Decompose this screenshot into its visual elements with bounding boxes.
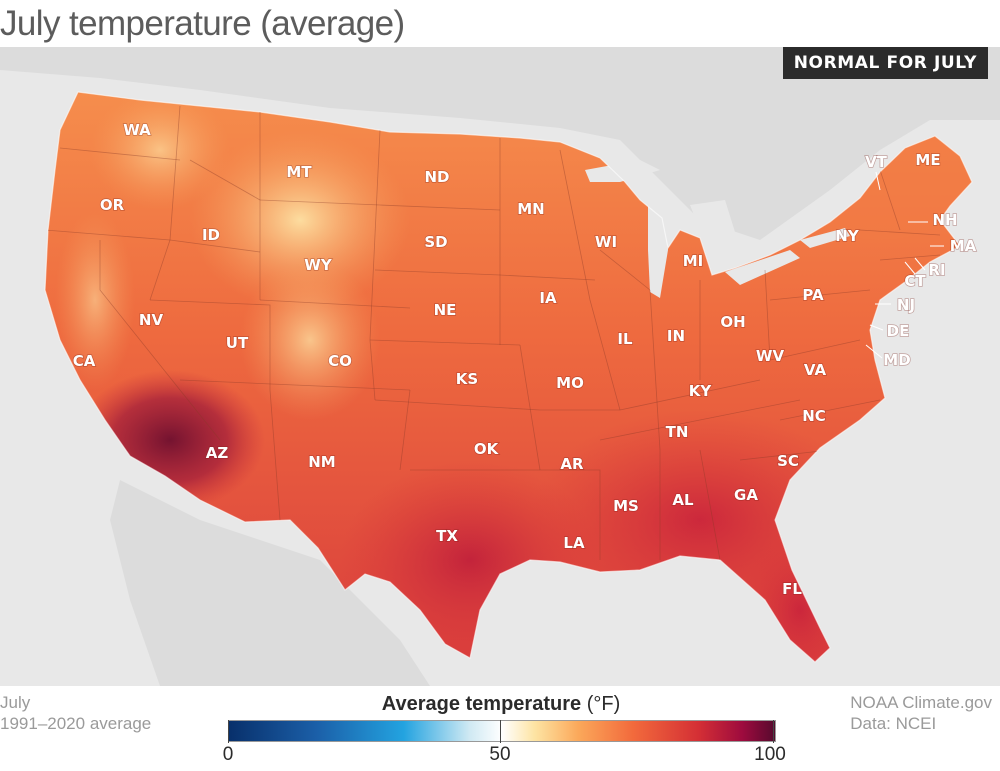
legend-title: Average temperature (°F) <box>228 692 774 716</box>
state-borders <box>45 105 941 561</box>
source-org: NOAA Climate.gov <box>850 693 992 712</box>
state-labels: WA OR CA ID NV MT WY UT AZ CO NM ND SD N… <box>72 120 977 599</box>
state-label: WA <box>123 121 151 139</box>
state-label: WI <box>595 233 617 251</box>
legend-tick-label: 50 <box>489 744 511 765</box>
state-label: NC <box>802 407 826 425</box>
lake-ontario <box>800 228 850 248</box>
state-label: NY <box>835 227 860 245</box>
state-label: VT <box>865 153 888 171</box>
legend-tick-label: 0 <box>222 744 234 765</box>
state-label: CA <box>73 352 96 370</box>
state-label: RI <box>928 261 945 279</box>
period-range: 1991–2020 average <box>0 714 152 733</box>
state-label: ME <box>915 151 940 169</box>
state-label: SD <box>424 233 447 251</box>
state-label: IN <box>667 327 685 345</box>
state-label: KS <box>456 370 478 388</box>
legend-tick <box>773 720 774 743</box>
state-label: NJ <box>897 296 915 314</box>
state-label: AZ <box>206 444 229 462</box>
state-label: MD <box>883 351 910 369</box>
state-label: MN <box>517 200 544 218</box>
state-label: MO <box>556 374 584 392</box>
state-label: TX <box>436 527 458 545</box>
state-label: LA <box>563 534 585 552</box>
state-label: NM <box>308 453 335 471</box>
state-label: OR <box>100 196 125 214</box>
state-label: NV <box>139 311 164 329</box>
legend-unit: (°F) <box>586 693 621 715</box>
state-label: WY <box>304 256 333 274</box>
source-data: Data: NCEI <box>850 714 937 733</box>
us-temperature-map: WA OR CA ID NV MT WY UT AZ CO NM ND SD N… <box>0 47 1000 686</box>
state-label: NH <box>932 211 957 229</box>
legend-title-text: Average temperature <box>381 693 582 715</box>
state-label: AR <box>560 455 584 473</box>
state-label: UT <box>226 334 249 352</box>
legend-tick-label: 100 <box>754 744 786 765</box>
state-label: MA <box>950 237 977 255</box>
legend-color-bar <box>228 720 776 742</box>
legend-tick <box>228 720 229 743</box>
state-label: PA <box>802 286 824 304</box>
state-label: MI <box>683 252 704 270</box>
source-credit: NOAA Climate.gov Data: NCEI <box>850 692 992 734</box>
state-label: FL <box>782 580 802 598</box>
state-label: GA <box>734 486 758 504</box>
period-note: July 1991–2020 average <box>0 692 151 734</box>
state-label: IL <box>617 330 633 348</box>
period-month: July <box>0 693 31 712</box>
state-label: OK <box>474 440 500 458</box>
lake-superior <box>585 160 660 182</box>
state-label: KY <box>689 382 713 400</box>
leader-lines <box>865 171 944 359</box>
state-label: IA <box>539 289 557 307</box>
state-label: SC <box>777 452 799 470</box>
lake-huron <box>690 200 735 245</box>
state-label: WV <box>756 347 785 365</box>
state-label: MT <box>286 163 312 181</box>
state-label: MS <box>613 497 639 515</box>
state-label: VA <box>804 361 827 379</box>
state-label: ND <box>424 168 449 186</box>
mexico-landmass <box>110 480 430 686</box>
lake-erie <box>725 250 800 285</box>
state-label: ID <box>202 226 220 244</box>
state-label: OH <box>720 313 745 331</box>
state-label: NE <box>434 301 457 319</box>
map-title: July temperature (average) <box>0 4 405 43</box>
canada-landmass <box>0 47 1000 240</box>
map-panel: WA OR CA ID NV MT WY UT AZ CO NM ND SD N… <box>0 47 1000 686</box>
state-label: CT <box>904 272 926 290</box>
state-label: TN <box>666 423 689 441</box>
normal-for-july-badge: NORMAL FOR JULY <box>782 47 988 79</box>
state-label: DE <box>887 322 910 340</box>
state-label: CO <box>328 352 352 370</box>
state-label: AL <box>672 491 694 509</box>
legend-tick <box>500 720 501 743</box>
